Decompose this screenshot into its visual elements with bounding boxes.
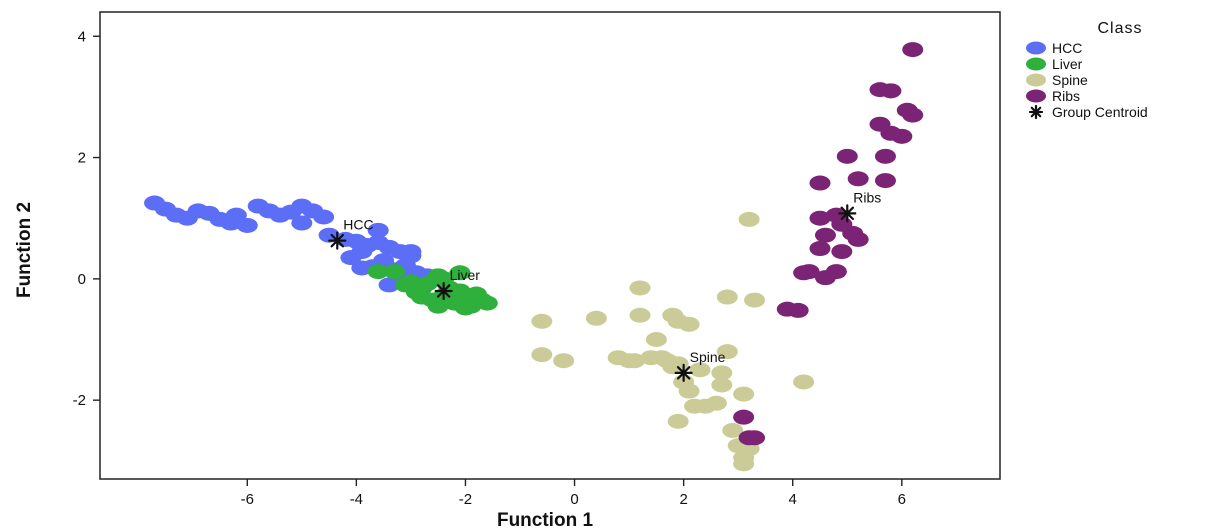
spine-point bbox=[733, 386, 755, 402]
y-tick-label: 4 bbox=[78, 28, 86, 45]
y-tick-label: 0 bbox=[78, 271, 86, 288]
x-tick-label: -6 bbox=[241, 491, 254, 508]
ribs-point bbox=[825, 264, 847, 280]
ribs-point bbox=[831, 244, 853, 260]
group-centroid-marker bbox=[434, 281, 453, 301]
ribs-point bbox=[891, 128, 913, 144]
spine-point bbox=[722, 422, 744, 438]
legend-label-hcc: HCC bbox=[1052, 40, 1082, 56]
axes-layer: -6 -4 -2 0 2 4 6 -2 0 2 4 bbox=[73, 28, 906, 508]
liver-point bbox=[367, 264, 389, 280]
spine-point bbox=[711, 377, 733, 393]
liver-point bbox=[433, 271, 455, 287]
spine-point bbox=[531, 347, 553, 363]
ribs-point bbox=[787, 302, 809, 318]
spine-point bbox=[618, 353, 640, 369]
spine-point bbox=[531, 313, 553, 329]
x-tick-label: 2 bbox=[679, 491, 687, 508]
x-tick-label: 0 bbox=[570, 491, 578, 508]
spine-point bbox=[716, 344, 738, 360]
ribs-point bbox=[809, 241, 831, 257]
legend-label-spine: Spine bbox=[1052, 72, 1088, 88]
liver-point bbox=[427, 298, 449, 314]
group-centroid-marker bbox=[674, 363, 693, 382]
hcc-point bbox=[225, 207, 247, 223]
group-centroid-marker bbox=[328, 231, 347, 250]
spine-point bbox=[678, 316, 700, 332]
ribs-point bbox=[847, 171, 869, 187]
hcc-point bbox=[236, 217, 258, 233]
ribs-point bbox=[814, 227, 836, 243]
centroid-label: Ribs bbox=[853, 189, 881, 205]
y-tick-label: 2 bbox=[78, 150, 86, 167]
hcc-point bbox=[313, 209, 335, 225]
hcc-point bbox=[400, 244, 422, 260]
x-tick-label: 6 bbox=[898, 491, 906, 508]
ribs-point bbox=[738, 430, 760, 446]
spine-point bbox=[793, 374, 815, 390]
spine-point bbox=[678, 383, 700, 399]
spine-point bbox=[744, 292, 766, 308]
hcc-point bbox=[351, 260, 373, 276]
liver-point bbox=[449, 265, 471, 281]
spine-point bbox=[629, 307, 651, 323]
centroid-layer: HCC Liver Spine Ribs bbox=[328, 189, 881, 382]
legend-label-group-centroid: Group Centroid bbox=[1052, 104, 1148, 120]
ribs-point bbox=[809, 175, 831, 191]
legend-title: Class bbox=[1097, 20, 1142, 37]
legend-swatch-ribs bbox=[1026, 89, 1046, 103]
spine-point bbox=[733, 456, 755, 472]
hcc-point bbox=[367, 222, 389, 238]
legend-label-liver: Liver bbox=[1052, 56, 1083, 72]
spine-point bbox=[716, 289, 738, 305]
centroid-label: Liver bbox=[450, 267, 481, 283]
hcc-point bbox=[340, 250, 362, 266]
liver-point bbox=[400, 274, 422, 290]
ribs-point bbox=[874, 173, 896, 189]
x-axis-title: Function 1 bbox=[497, 510, 593, 531]
x-tick-label: -4 bbox=[350, 491, 363, 508]
spine-point bbox=[553, 353, 575, 369]
spine-point bbox=[667, 413, 689, 429]
spine-point bbox=[689, 362, 711, 378]
legend-swatch-hcc bbox=[1026, 41, 1046, 55]
centroid-label: Spine bbox=[690, 349, 726, 365]
ribs-point bbox=[902, 107, 924, 123]
spine-point bbox=[629, 280, 651, 296]
centroid-label: HCC bbox=[343, 217, 373, 233]
spine-point bbox=[645, 332, 667, 348]
legend-swatch-spine bbox=[1026, 73, 1046, 87]
liver-point bbox=[384, 264, 406, 280]
legend-swatch-group-centroid bbox=[1028, 104, 1044, 120]
spine-point bbox=[711, 365, 733, 381]
ribs-point bbox=[847, 231, 869, 247]
plot-frame bbox=[99, 11, 1001, 480]
hcc-point bbox=[291, 215, 313, 231]
ribs-point bbox=[874, 148, 896, 164]
spine-point bbox=[585, 310, 607, 326]
liver-point bbox=[471, 292, 493, 308]
ribs-point bbox=[902, 42, 924, 58]
points-layer bbox=[144, 42, 924, 472]
ribs-point bbox=[809, 210, 831, 226]
ribs-point bbox=[793, 265, 815, 281]
legend-label-ribs: Ribs bbox=[1052, 88, 1080, 104]
spine-point bbox=[705, 395, 727, 411]
spine-point bbox=[738, 211, 760, 227]
group-centroid-marker bbox=[838, 204, 857, 223]
y-axis-title: Function 2 bbox=[14, 202, 35, 298]
ribs-point bbox=[869, 82, 891, 98]
y-tick-label: -2 bbox=[73, 392, 86, 409]
spine-point bbox=[667, 356, 689, 372]
legend-swatch-liver bbox=[1026, 57, 1046, 71]
x-tick-label: 4 bbox=[789, 491, 797, 508]
x-tick-label: -2 bbox=[459, 491, 472, 508]
ribs-point bbox=[836, 148, 858, 164]
ribs-point bbox=[733, 409, 755, 425]
